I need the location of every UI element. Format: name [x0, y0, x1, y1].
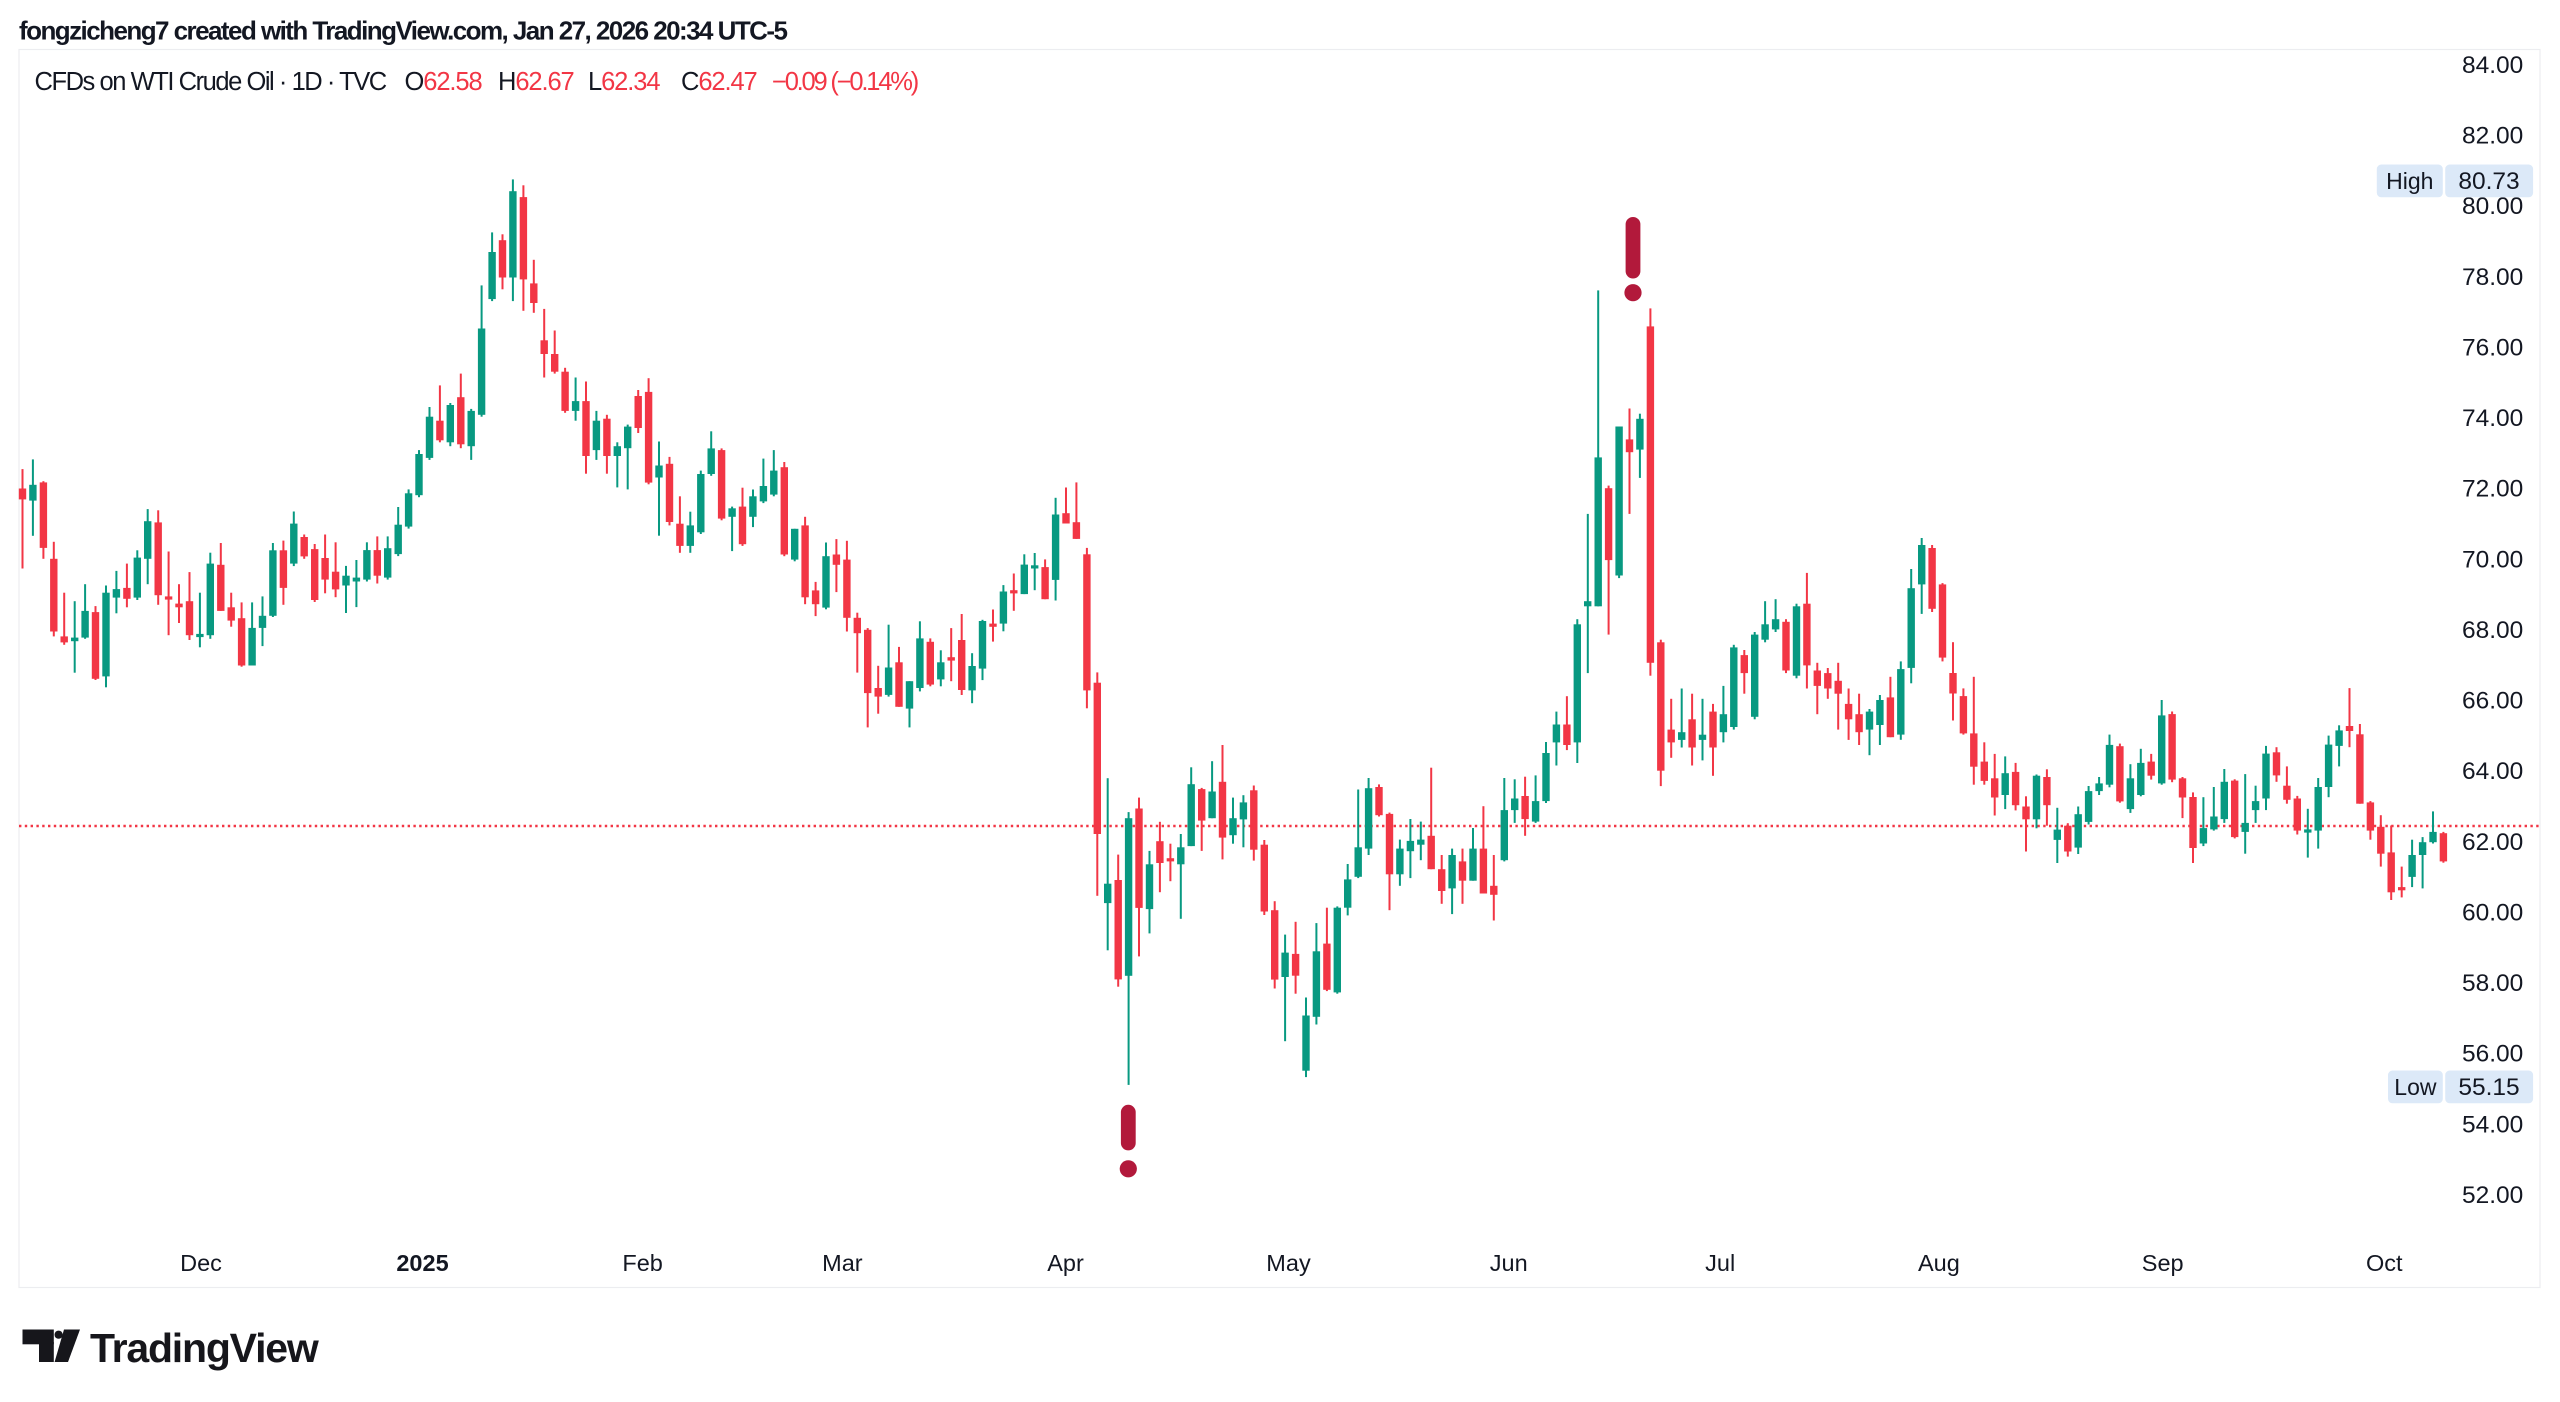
svg-text:54.00: 54.00 [2462, 1111, 2523, 1138]
svg-text:74.00: 74.00 [2462, 405, 2523, 432]
svg-text:O62.58: O62.58 [405, 68, 483, 96]
svg-text:62.00: 62.00 [2462, 829, 2523, 856]
svg-text:Apr: Apr [1047, 1250, 1084, 1276]
svg-text:TradingView: TradingView [90, 1325, 319, 1371]
svg-text:64.00: 64.00 [2462, 758, 2523, 785]
svg-text:60.00: 60.00 [2462, 899, 2523, 926]
svg-text:−0.09 (−0.14%): −0.09 (−0.14%) [772, 68, 918, 96]
svg-text:72.00: 72.00 [2462, 476, 2523, 503]
svg-text:80.00: 80.00 [2462, 193, 2523, 220]
svg-text:55.15: 55.15 [2458, 1074, 2519, 1101]
svg-text:Jun: Jun [1490, 1250, 1528, 1276]
svg-text:70.00: 70.00 [2462, 546, 2523, 573]
svg-text:Jul: Jul [1705, 1250, 1735, 1276]
svg-text:52.00: 52.00 [2462, 1182, 2523, 1209]
svg-text:High: High [2386, 168, 2433, 194]
svg-text:Feb: Feb [622, 1250, 663, 1276]
svg-text:Mar: Mar [822, 1250, 863, 1276]
svg-text:fongzicheng7 created with Trad: fongzicheng7 created with TradingView.co… [19, 16, 788, 46]
svg-text:Sep: Sep [2142, 1250, 2184, 1276]
svg-text:84.00: 84.00 [2462, 52, 2523, 79]
svg-text:Dec: Dec [180, 1250, 222, 1276]
svg-text:78.00: 78.00 [2462, 264, 2523, 291]
svg-text:76.00: 76.00 [2462, 334, 2523, 361]
svg-text:May: May [1266, 1250, 1311, 1276]
svg-text:80.73: 80.73 [2458, 168, 2519, 195]
svg-text:56.00: 56.00 [2462, 1041, 2523, 1068]
svg-text:2025: 2025 [396, 1250, 448, 1276]
svg-text:82.00: 82.00 [2462, 123, 2523, 150]
svg-text:58.00: 58.00 [2462, 970, 2523, 997]
svg-text:H62.67: H62.67 [498, 68, 574, 96]
svg-text:Low: Low [2394, 1074, 2437, 1100]
svg-text:L62.34: L62.34 [588, 68, 660, 96]
svg-text:CFDs on WTI Crude Oil · 1D · T: CFDs on WTI Crude Oil · 1D · TVC [35, 68, 387, 96]
svg-text:Oct: Oct [2366, 1250, 2403, 1276]
svg-text:66.00: 66.00 [2462, 688, 2523, 715]
svg-text:68.00: 68.00 [2462, 617, 2523, 644]
svg-text:C62.47: C62.47 [681, 68, 757, 96]
svg-text:Aug: Aug [1918, 1250, 1960, 1276]
